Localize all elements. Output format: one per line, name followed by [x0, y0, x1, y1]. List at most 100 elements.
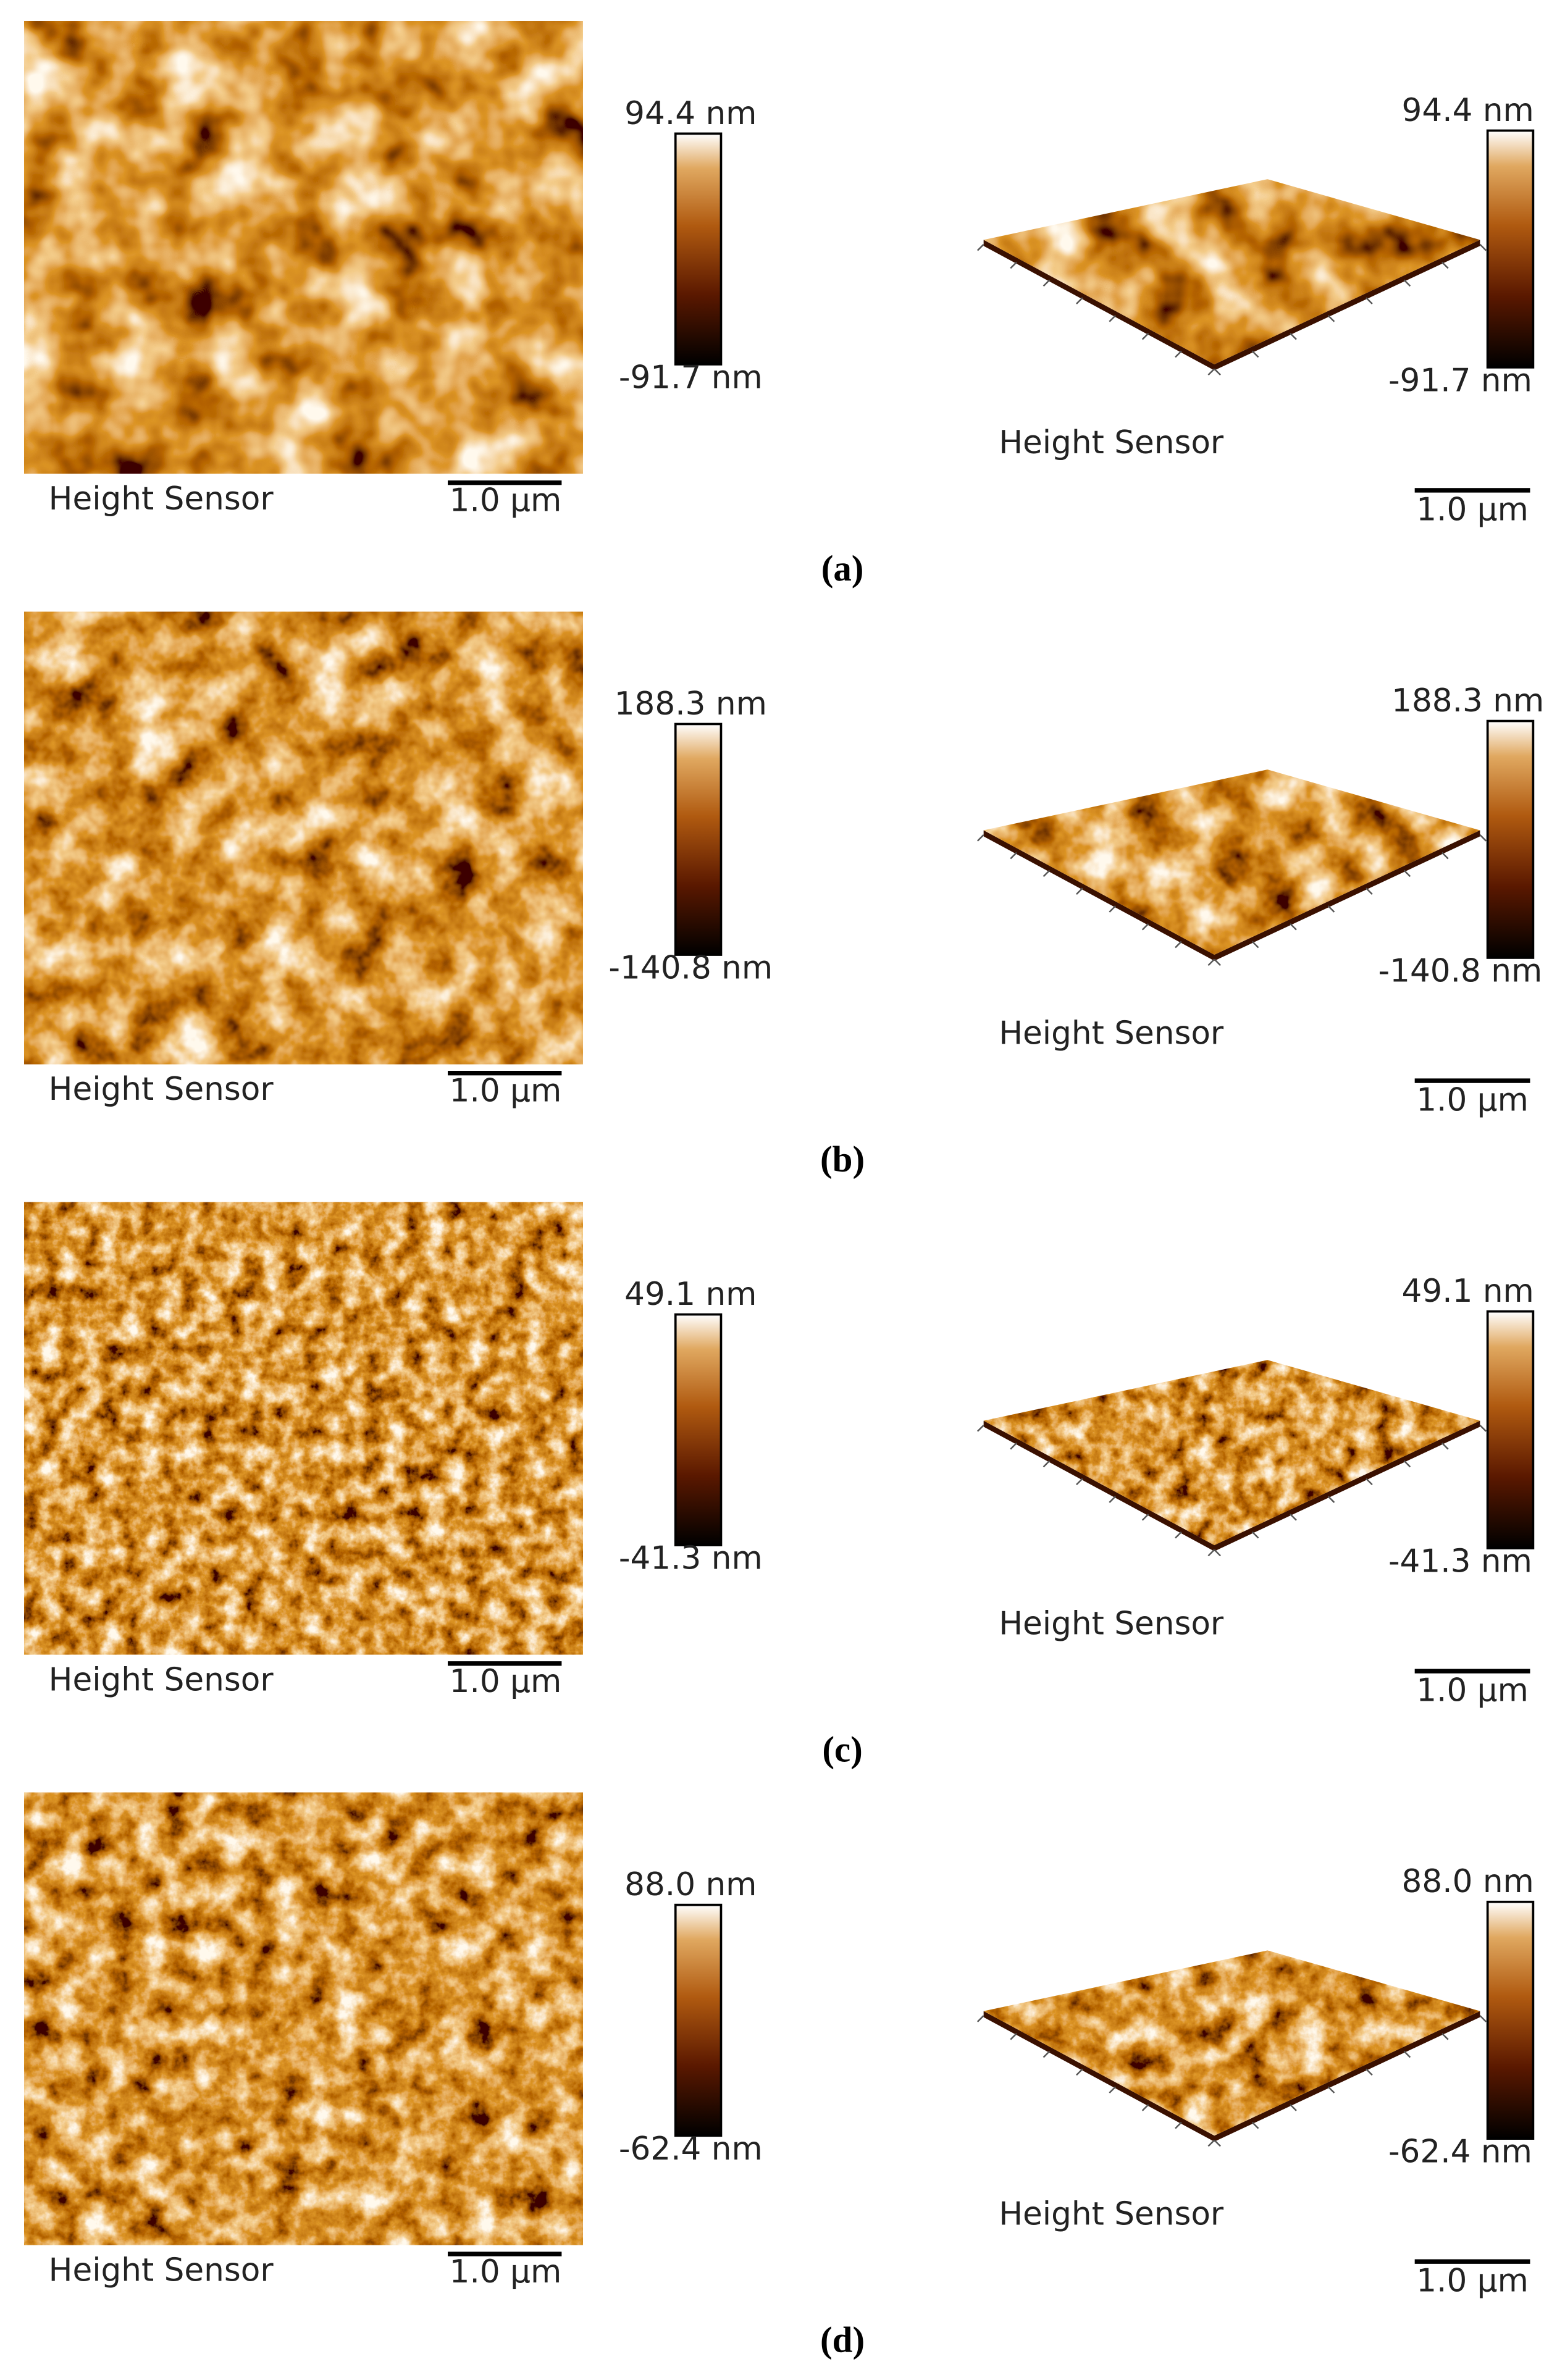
axis-tick [1043, 279, 1051, 287]
caption: (a) [821, 548, 864, 589]
axis-tick [1214, 2139, 1221, 2147]
colorbar-min: -140.8 nm [608, 950, 773, 987]
axis-tick [1441, 2032, 1449, 2040]
colorbar-max: 49.1 nm [1402, 1273, 1534, 1310]
axis-tick [1043, 869, 1051, 878]
axis-tick [1076, 887, 1083, 895]
axis-tick [1043, 2050, 1051, 2058]
axis-tick [1175, 1531, 1182, 1539]
axis-tick [1175, 941, 1182, 949]
axis-tick [1109, 1496, 1117, 1503]
axis-tick [1327, 905, 1335, 913]
sensor-label: Height Sensor [49, 2252, 274, 2289]
axis-tick [1207, 2139, 1215, 2147]
axis-tick [1327, 1496, 1335, 1503]
afm-2d-image [24, 21, 583, 474]
axis-tick [1076, 297, 1083, 304]
sensor-label: Height Sensor [999, 1605, 1224, 1642]
axis-tick [1109, 2086, 1117, 2093]
colorbar [674, 1313, 723, 1546]
colorbar-max: 88.0 nm [1402, 1863, 1534, 1900]
colorbar [1486, 719, 1535, 959]
axis-tick [1479, 834, 1487, 842]
scale-label: 1.0 µm [450, 1073, 562, 1110]
scale-label: 1.0 µm [450, 482, 562, 519]
axis-tick [1366, 2068, 1373, 2076]
colorbar-min: -62.4 nm [1388, 2134, 1532, 2171]
panel: Height Sensor 1.0 µm 88.0 nm -62.4 nm 88.0 n… [24, 1792, 1535, 2360]
caption: (b) [820, 1138, 865, 1179]
axis-tick [1479, 2015, 1487, 2022]
sensor-label: Height Sensor [999, 1015, 1224, 1052]
axis-tick [1214, 958, 1221, 966]
sensor-label: Height Sensor [49, 480, 274, 517]
colorbar [1486, 1310, 1535, 1549]
axis-tick [1403, 279, 1411, 287]
axis-tick [1441, 1442, 1449, 1450]
colorbar-min: -140.8 nm [1378, 953, 1543, 990]
scale-label: 1.0 µm [1416, 1672, 1529, 1709]
axis-tick [1290, 332, 1297, 340]
axis-tick [1141, 1514, 1149, 1521]
sensor-label: Height Sensor [49, 1661, 274, 1698]
axis-tick [1290, 1514, 1297, 1521]
caption: (c) [822, 1728, 862, 1769]
scale-label: 1.0 µm [1416, 491, 1529, 528]
colorbar [1486, 129, 1535, 369]
colorbar-min: -91.7 nm [619, 359, 763, 396]
axis-tick [976, 243, 984, 251]
axis-tick [976, 834, 984, 842]
axis-tick [976, 1425, 984, 1432]
axis-tick [1251, 350, 1259, 358]
colorbar-min: -41.3 nm [1388, 1543, 1532, 1580]
axis-tick [1010, 261, 1017, 269]
axis-tick [976, 2015, 984, 2022]
sensor-label: Height Sensor [999, 424, 1224, 461]
colorbar-max: 188.3 nm [1391, 682, 1544, 719]
axis-tick [1403, 2050, 1411, 2058]
axis-tick [1175, 2121, 1182, 2129]
colorbar [674, 723, 723, 956]
panel: Height Sensor 1.0 µm 49.1 nm -41.3 nm 49.1 n… [24, 1202, 1535, 1769]
panel: Height Sensor 1.0 µm 94.4 nm -91.7 nm 94.4 n… [24, 21, 1535, 589]
afm-2d-image [24, 1792, 583, 2245]
colorbar-max: 88.0 nm [624, 1866, 757, 1903]
axis-tick [1441, 261, 1449, 269]
axis-tick [1251, 2121, 1259, 2129]
axis-tick [1076, 2068, 1083, 2076]
axis-tick [1403, 1460, 1411, 1468]
axis-tick [1010, 1442, 1017, 1450]
scale-label: 1.0 µm [450, 2253, 562, 2290]
afm-3d-surface [983, 1360, 1480, 1546]
colorbar [674, 132, 723, 366]
afm-2d-image [24, 611, 583, 1065]
axis-tick [1251, 1531, 1259, 1539]
axis-tick [1214, 368, 1221, 376]
axis-tick [1175, 350, 1182, 358]
colorbar-max: 188.3 nm [615, 685, 767, 723]
axis-tick [1207, 958, 1215, 966]
colorbar [1486, 1900, 1535, 2140]
colorbar-min: -91.7 nm [1388, 362, 1532, 399]
caption: (d) [820, 2319, 865, 2360]
axis-tick [1207, 368, 1215, 376]
axis-tick [1479, 1425, 1487, 1432]
axis-tick [1076, 1478, 1083, 1486]
axis-tick [1141, 332, 1149, 340]
sensor-label: Height Sensor [49, 1071, 274, 1108]
axis-tick [1290, 923, 1297, 931]
afm-3d-surface [983, 769, 1480, 955]
colorbar [674, 1903, 723, 2137]
axis-tick [1109, 905, 1117, 913]
colorbar-max: 94.4 nm [1402, 92, 1534, 129]
axis-tick [1010, 852, 1017, 860]
scale-label: 1.0 µm [450, 1663, 562, 1700]
axis-tick [1010, 2032, 1017, 2040]
colorbar-min: -41.3 nm [619, 1540, 763, 1577]
panel: Height Sensor 1.0 µm 188.3 nm -140.8 nm 188.… [24, 611, 1544, 1179]
axis-tick [1327, 315, 1335, 322]
axis-tick [1366, 1478, 1373, 1486]
colorbar-max: 49.1 nm [624, 1276, 757, 1313]
afm-3d-surface [983, 179, 1480, 364]
